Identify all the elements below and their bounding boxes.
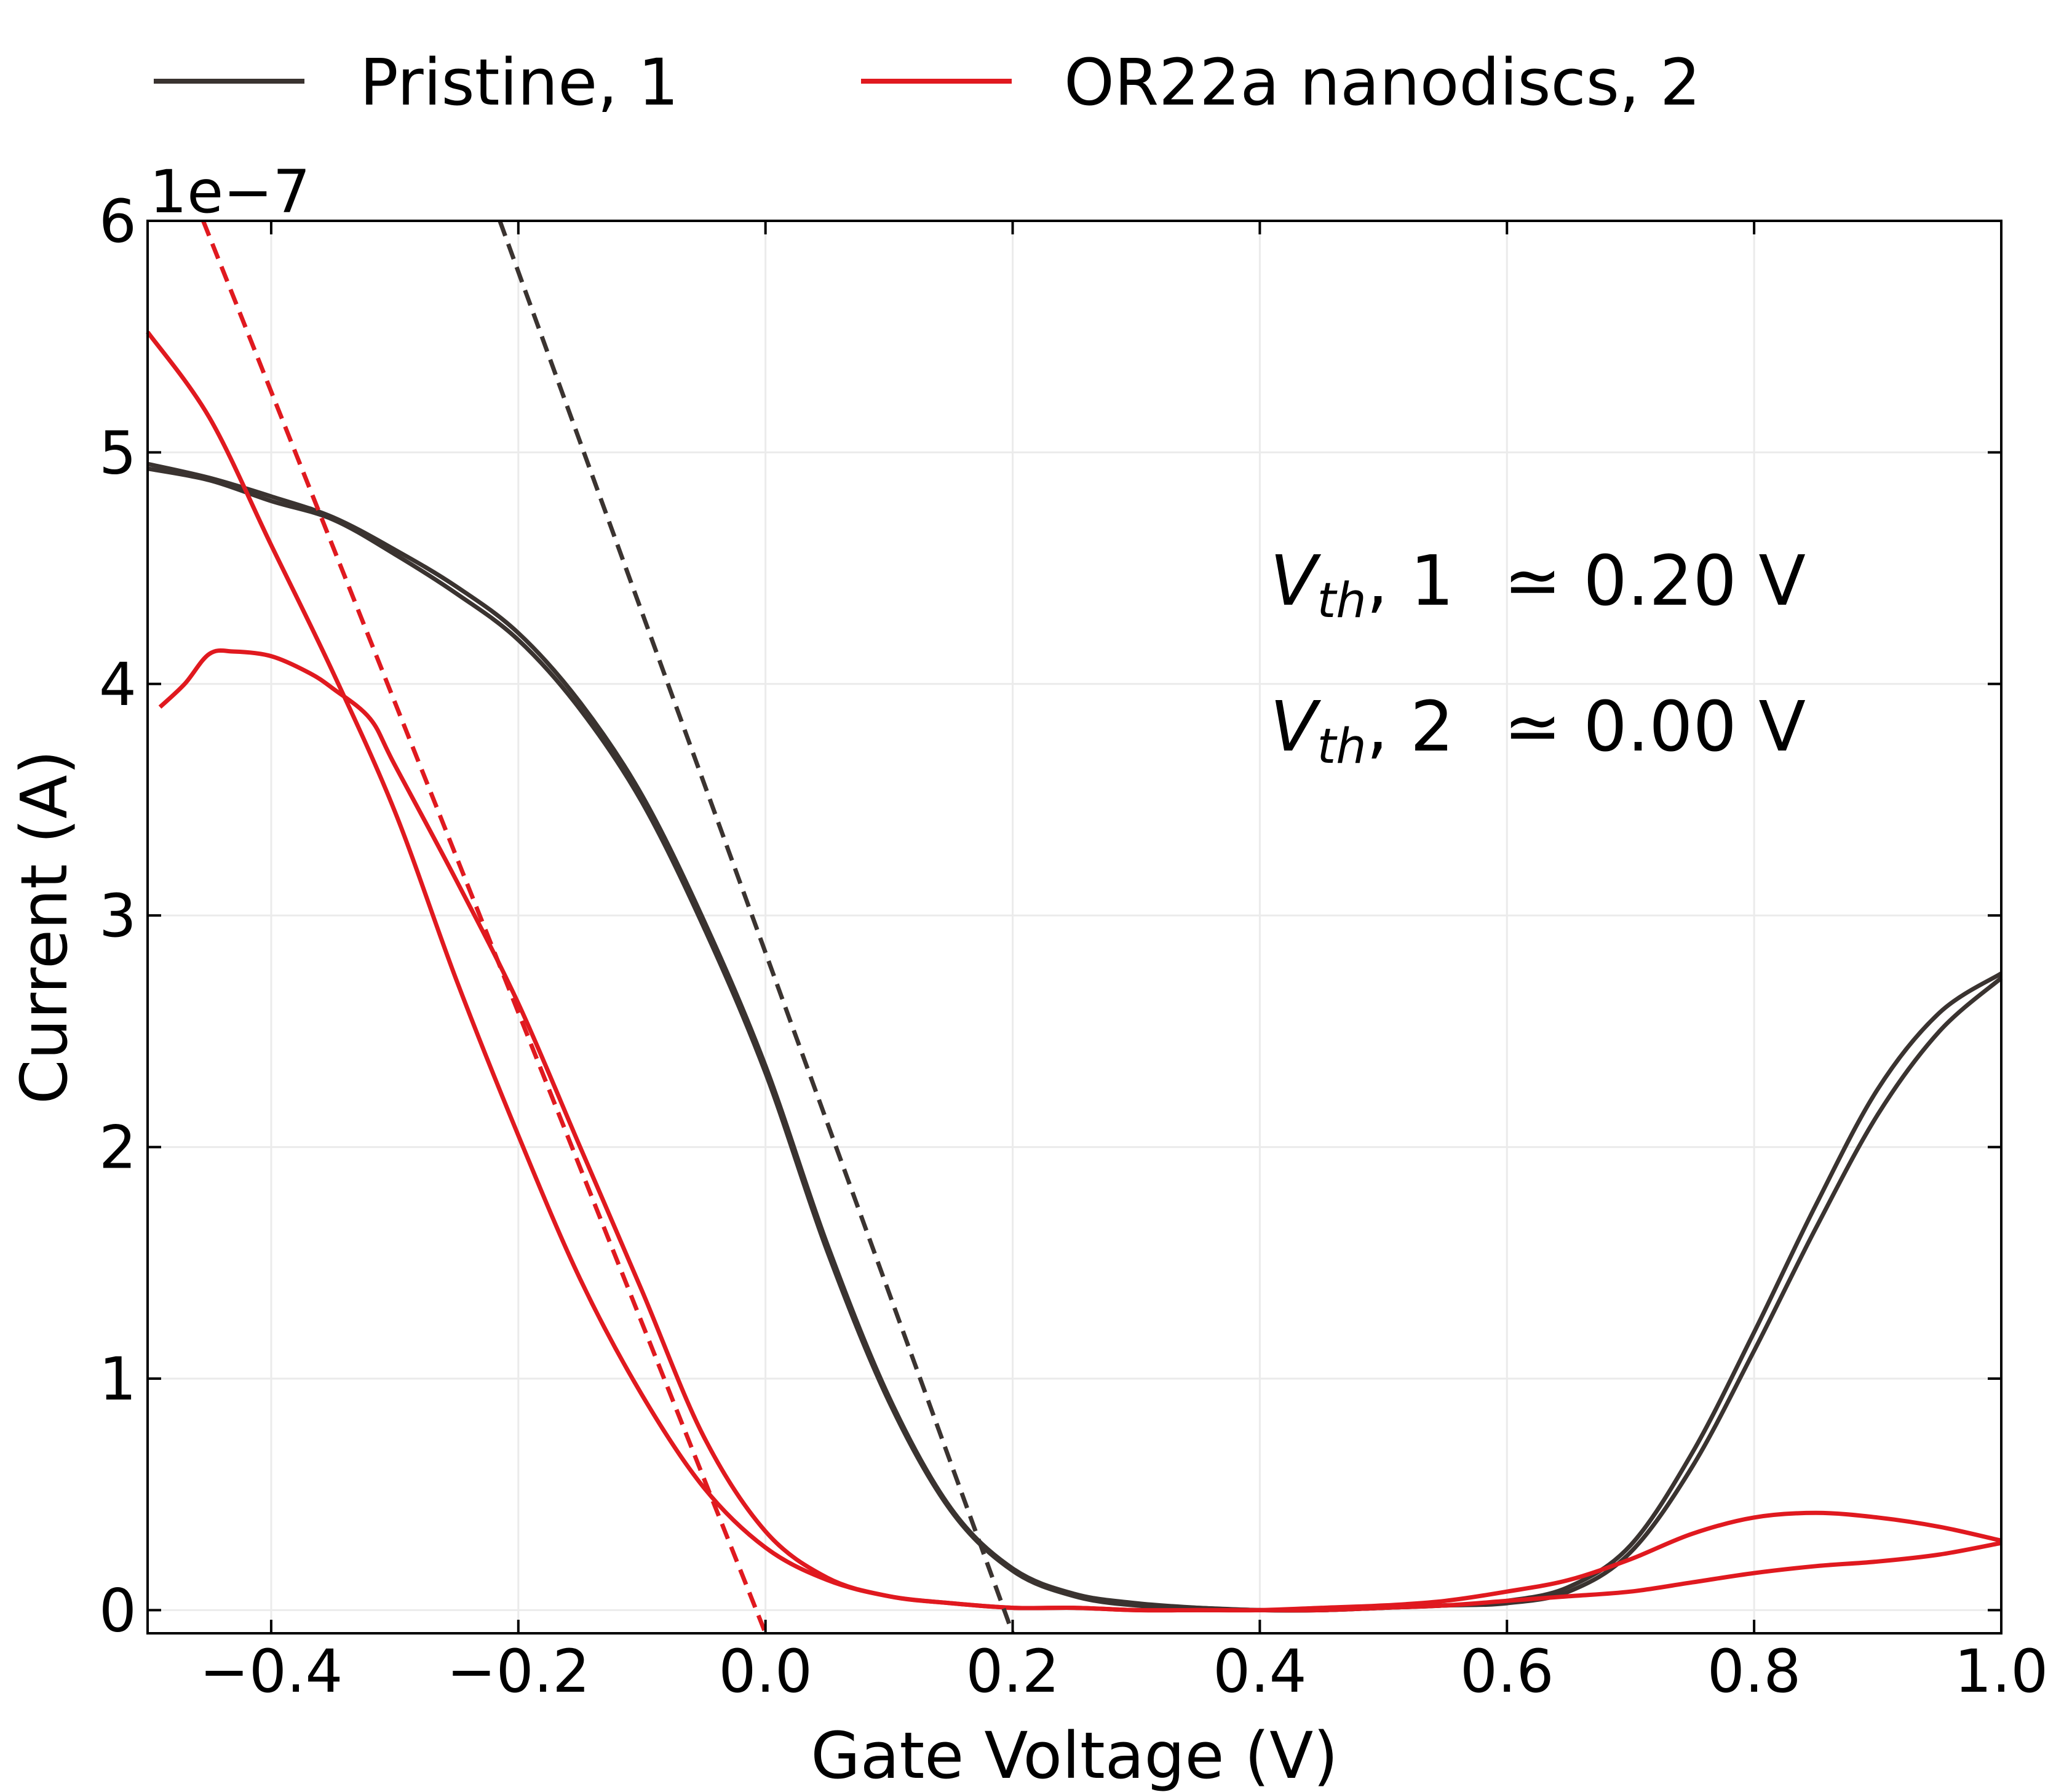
- x-tick-label: 0.4: [1213, 1637, 1307, 1706]
- y-tick-label: 0: [99, 1576, 137, 1645]
- y-tick-label: 1: [99, 1345, 137, 1414]
- series-line-1: [147, 466, 2003, 1613]
- y-tick-label: 4: [99, 650, 137, 719]
- vth-symbol-1: V: [1270, 541, 1322, 621]
- y-tick-label: 2: [99, 1113, 137, 1182]
- x-axis-title: Gate Voltage (V): [811, 1718, 1338, 1792]
- y-tick-label: 5: [99, 418, 137, 487]
- series-line-4: [498, 220, 1015, 1635]
- series-line-3: [158, 648, 2002, 1613]
- vth-value-2: ≃ 0.00 V: [1504, 687, 1806, 767]
- series-layer: [146, 220, 2003, 1635]
- legend-label-pristine: Pristine, 1: [360, 45, 679, 120]
- x-tick-label: 0.2: [966, 1637, 1060, 1706]
- y-tick-label: 3: [99, 882, 137, 950]
- vth-annotation-2: Vth, 2 ≃ 0.00 V: [1270, 687, 1806, 775]
- series-line-5: [201, 220, 768, 1635]
- x-tick-label: 1.0: [1955, 1637, 2049, 1706]
- x-tick-label: −0.2: [447, 1637, 590, 1706]
- tick-labels: −0.4 −0.2 0.0 0.2 0.4 0.6 0.8 1.0 0 1 2 3 4 5 6: [99, 187, 2048, 1706]
- legend: Pristine, 1 OR22a nanodiscs, 2: [154, 45, 1701, 120]
- y-tick-label: 6: [99, 187, 137, 256]
- vth-value-1: ≃ 0.20 V: [1504, 541, 1806, 621]
- vth-rest-2: , 2: [1367, 687, 1454, 767]
- ticks: [148, 220, 2003, 1633]
- vth-subscript-2: th: [1317, 719, 1367, 775]
- vth-rest-1: , 1: [1367, 541, 1454, 621]
- x-tick-label: −0.4: [199, 1637, 343, 1706]
- vth-annotation-1: Vth, 1 ≃ 0.20 V: [1270, 541, 1806, 629]
- x-tick-label: 0.0: [718, 1637, 812, 1706]
- plot-frame: [146, 220, 2003, 1635]
- y-axis-title: Current (A): [7, 750, 82, 1104]
- y-scale-label: 1e−7: [149, 157, 311, 226]
- vth-subscript-1: th: [1317, 573, 1367, 629]
- x-tick-label: 0.8: [1707, 1637, 1801, 1706]
- x-tick-label: 0.6: [1460, 1637, 1554, 1706]
- legend-label-or22a: OR22a nanodiscs, 2: [1064, 45, 1701, 120]
- vth-symbol-2: V: [1270, 687, 1322, 767]
